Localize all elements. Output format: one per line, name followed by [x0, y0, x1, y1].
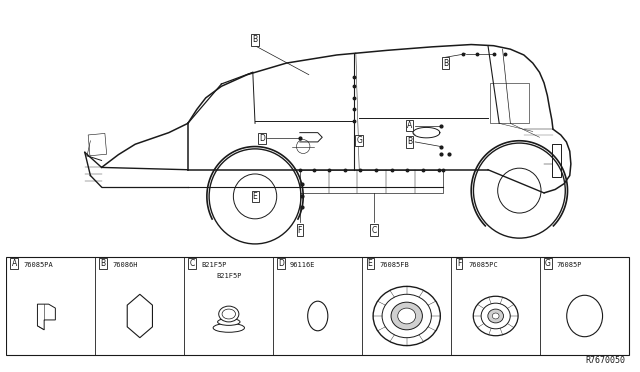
- Text: B21F5P: B21F5P: [216, 273, 241, 279]
- Circle shape: [398, 308, 416, 324]
- Text: G: G: [545, 259, 551, 268]
- Text: B: B: [100, 259, 106, 268]
- Text: F: F: [457, 259, 461, 268]
- Circle shape: [488, 309, 504, 323]
- Text: 76086H: 76086H: [112, 262, 138, 268]
- Text: 76085PC: 76085PC: [468, 262, 498, 268]
- Text: B: B: [252, 35, 258, 44]
- Text: A: A: [407, 121, 412, 130]
- Text: G: G: [356, 136, 362, 145]
- Text: D: D: [259, 134, 265, 143]
- Circle shape: [492, 313, 499, 319]
- Ellipse shape: [219, 306, 239, 322]
- Bar: [6, 257, 629, 356]
- Bar: [300, 170, 444, 193]
- Circle shape: [391, 302, 422, 330]
- Text: A: A: [12, 259, 17, 268]
- Text: B: B: [407, 137, 412, 147]
- Text: C: C: [371, 225, 376, 234]
- Circle shape: [498, 168, 541, 213]
- Text: 76085P: 76085P: [557, 262, 582, 268]
- Text: C: C: [189, 259, 195, 268]
- Text: B21F5P: B21F5P: [201, 262, 227, 268]
- Ellipse shape: [213, 323, 244, 332]
- Bar: [490, 83, 529, 124]
- Text: F: F: [298, 225, 302, 234]
- Text: E: E: [253, 192, 257, 201]
- Text: 76085PA: 76085PA: [23, 262, 53, 268]
- Text: R7670050: R7670050: [586, 356, 626, 365]
- Text: B: B: [443, 58, 448, 68]
- Text: D: D: [278, 259, 284, 268]
- Bar: [88, 134, 107, 156]
- Text: 96116E: 96116E: [290, 262, 316, 268]
- Bar: [552, 144, 561, 177]
- Text: 76085FB: 76085FB: [379, 262, 409, 268]
- Ellipse shape: [218, 318, 240, 326]
- Text: E: E: [368, 259, 372, 268]
- Circle shape: [234, 174, 276, 219]
